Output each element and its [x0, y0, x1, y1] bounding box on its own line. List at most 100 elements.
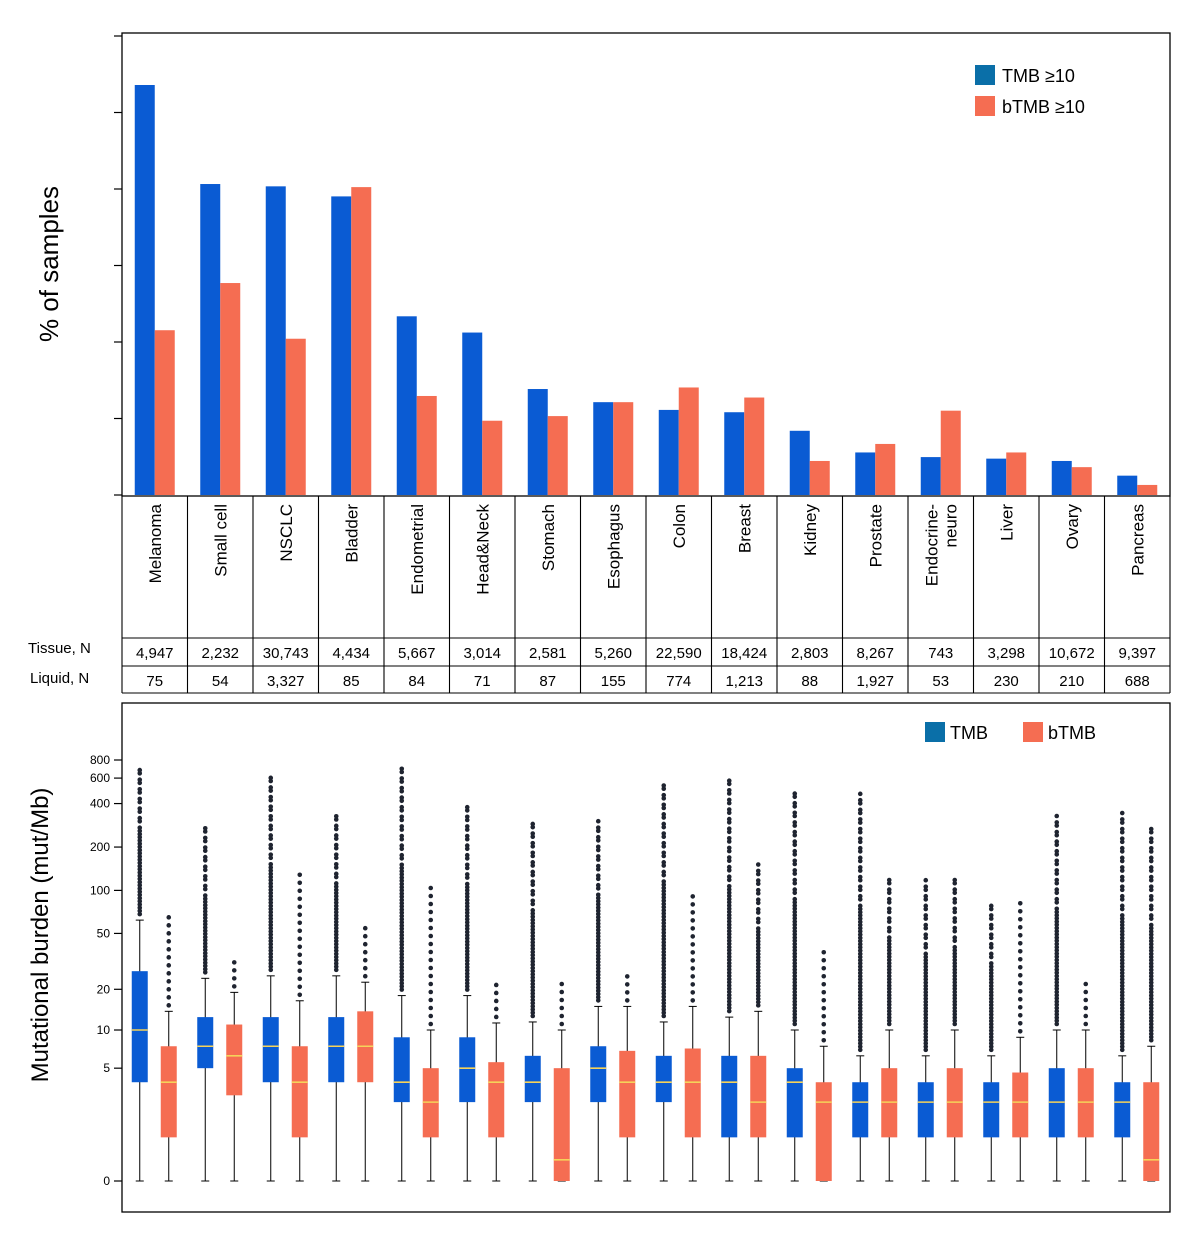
outlier-point — [333, 842, 339, 848]
outlier-point — [726, 890, 732, 896]
box-plot-y-tick-label: 0 — [103, 1174, 110, 1188]
liquid-n-endometrial: 84 — [408, 673, 425, 690]
outlier-point — [1054, 970, 1060, 976]
outlier-point — [202, 886, 208, 892]
outlier-point — [137, 879, 143, 885]
bar-chart-bars — [134, 85, 1158, 496]
outlier-point — [661, 882, 667, 888]
outlier-point — [726, 855, 732, 860]
outlier-point — [137, 883, 143, 888]
outlier-point — [1119, 916, 1125, 921]
outlier-point — [268, 897, 274, 902]
outlier-point — [857, 977, 863, 982]
outlier-point — [923, 1015, 929, 1021]
outlier-point — [202, 858, 208, 863]
outlier-point — [493, 990, 499, 996]
outlier-point — [755, 958, 761, 963]
outlier-point — [726, 932, 732, 937]
outlier-point — [268, 817, 274, 822]
outlier-point — [428, 949, 434, 955]
outlier-point — [595, 825, 601, 830]
outlier-point — [886, 989, 892, 995]
outlier-point — [661, 949, 667, 955]
outlier-point — [988, 1047, 994, 1053]
outlier-point — [333, 961, 339, 966]
outlier-point — [821, 1021, 827, 1027]
outlier-point — [886, 954, 892, 960]
outlier-point — [297, 960, 303, 966]
outlier-point — [530, 991, 536, 996]
outlier-point — [952, 1015, 958, 1020]
outlier-point — [1119, 973, 1125, 979]
outlier-point — [1017, 948, 1023, 954]
iqr-box — [917, 1082, 934, 1138]
outlier-point — [792, 925, 798, 931]
outlier-point — [559, 997, 565, 1003]
box-tmb-pancreas — [1114, 810, 1131, 1182]
outlier-point — [726, 826, 732, 832]
outlier-point — [1119, 877, 1125, 883]
outlier-point — [988, 922, 994, 928]
outlier-point — [1017, 924, 1023, 930]
outlier-point — [886, 976, 892, 982]
outlier-point — [792, 951, 798, 956]
outlier-point — [886, 1018, 892, 1024]
outlier-point — [333, 836, 339, 841]
category-label-esophagus: Esophagus — [604, 504, 623, 589]
outlier-point — [595, 854, 601, 859]
outlier-point — [595, 998, 601, 1003]
outlier-point — [792, 976, 798, 982]
outlier-point — [137, 825, 143, 831]
outlier-point — [988, 973, 994, 979]
outlier-point — [690, 910, 696, 915]
outlier-point — [268, 961, 274, 966]
outlier-point — [857, 810, 863, 816]
outlier-point — [530, 834, 536, 840]
outlier-point — [886, 941, 892, 947]
outlier-point — [792, 992, 798, 998]
outlier-point — [595, 930, 601, 936]
outlier-point — [1119, 970, 1125, 976]
outlier-point — [988, 1031, 994, 1037]
outlier-point — [661, 927, 667, 932]
outlier-point — [1119, 1037, 1125, 1043]
outlier-point — [137, 819, 143, 824]
outlier-point — [821, 997, 827, 1003]
outlier-point — [530, 908, 536, 913]
outlier-point — [137, 860, 143, 866]
outlier-point — [988, 1012, 994, 1017]
outlier-point — [988, 916, 994, 921]
outlier-point — [399, 824, 405, 829]
box-btmb-colon — [684, 894, 701, 1182]
outlier-point — [428, 1013, 434, 1019]
outlier-point — [166, 947, 172, 952]
outlier-point — [595, 956, 601, 962]
outlier-point — [399, 958, 405, 964]
outlier-point — [792, 794, 798, 800]
outlier-point — [857, 922, 863, 928]
outlier-point — [726, 864, 732, 870]
outlier-point — [755, 1003, 761, 1008]
outlier-point — [399, 929, 405, 935]
outlier-point — [952, 928, 958, 934]
outlier-point — [661, 850, 667, 856]
outlier-point — [857, 1012, 863, 1017]
outlier-point — [1148, 1021, 1154, 1027]
outlier-point — [755, 971, 761, 976]
outlier-point — [268, 967, 274, 973]
outlier-point — [886, 880, 892, 886]
outlier-point — [886, 964, 892, 969]
outlier-point — [792, 842, 798, 848]
outlier-point — [1119, 897, 1125, 902]
outlier-point — [297, 896, 303, 902]
outlier-point — [857, 791, 863, 797]
bar-tmb10-esophagus — [593, 402, 614, 495]
outlier-point — [399, 926, 405, 932]
outlier-point — [1054, 954, 1060, 960]
outlier-point — [1119, 941, 1125, 947]
outlier-point — [399, 875, 405, 880]
outlier-point — [1083, 1013, 1089, 1019]
outlier-point — [1054, 932, 1060, 937]
outlier-point — [1119, 925, 1125, 931]
outlier-point — [1148, 897, 1154, 902]
